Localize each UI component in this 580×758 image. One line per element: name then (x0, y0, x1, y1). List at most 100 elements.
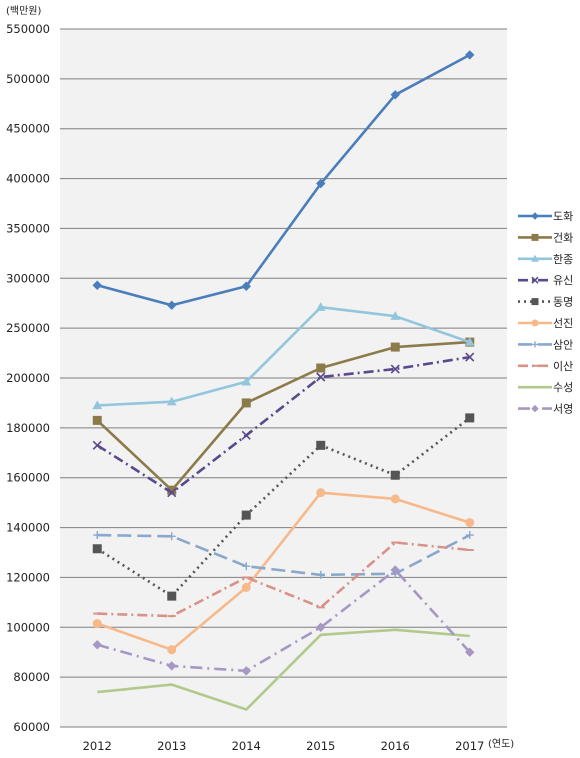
data-point (531, 254, 539, 262)
data-point (316, 372, 326, 382)
x-tick-label: 2017 (455, 739, 484, 753)
y-tick-label: 100000 (6, 620, 50, 634)
series-line (97, 305, 471, 407)
y-tick-label: 300000 (6, 271, 50, 285)
data-point (241, 666, 251, 676)
series-lines (92, 50, 475, 711)
y-axis: 60000 80000 100000 120000 140000 160000 180000… (6, 22, 50, 734)
data-point (390, 90, 400, 100)
data-point (531, 298, 539, 306)
data-point (316, 488, 326, 498)
x-tick-label: 2016 (381, 739, 410, 753)
data-point (242, 562, 251, 571)
data-point (465, 531, 474, 540)
y-tick-label: 160000 (6, 471, 50, 485)
y-tick-label: 450000 (6, 122, 50, 136)
x-tick-label: 2013 (157, 739, 186, 753)
series-line (96, 355, 471, 495)
series-line (96, 568, 471, 673)
x-tick-label: 2014 (232, 739, 261, 753)
y-tick-label: 250000 (6, 321, 50, 335)
x-tick-label: 2012 (83, 739, 112, 753)
data-point (92, 619, 102, 629)
data-point (316, 570, 325, 579)
legend-item: 이산 (518, 360, 573, 373)
series-line (96, 491, 471, 652)
y-unit-label: (백만원) (6, 5, 42, 17)
legend-label: 한종 (553, 253, 573, 266)
data-point (241, 398, 251, 408)
data-point (531, 276, 539, 284)
data-point (241, 281, 251, 291)
legend-label: 선진 (553, 317, 573, 330)
data-point (167, 532, 176, 541)
data-point (390, 342, 400, 352)
y-tick-label: 80000 (13, 670, 50, 684)
legend-item: 선진 (518, 317, 573, 330)
legend-label: 서영 (553, 403, 573, 416)
y-tick-label: 60000 (13, 720, 50, 734)
data-point (531, 319, 539, 327)
legend-item: 유신 (518, 274, 573, 287)
series-line (96, 53, 471, 307)
gridlines (60, 28, 507, 728)
data-point (531, 233, 539, 241)
y-tick-label: 140000 (6, 521, 50, 535)
legend-label: 삼안 (553, 338, 573, 351)
x-axis: 2012 2013 2014 2015 2016 2017 (83, 739, 485, 753)
data-point (241, 510, 251, 520)
data-point (93, 531, 102, 540)
data-point (390, 364, 400, 374)
series-도화 (92, 50, 475, 310)
data-point (92, 280, 102, 290)
data-point (167, 591, 177, 601)
series-동명 (92, 413, 475, 601)
series-유신 (92, 352, 475, 498)
legend-item: 삼안 (518, 338, 573, 351)
data-point (92, 400, 103, 410)
legend-item: 동명 (518, 296, 573, 309)
data-point (92, 415, 102, 425)
data-point (465, 352, 475, 362)
data-point (390, 311, 401, 320)
series-line (96, 340, 470, 492)
data-point (532, 341, 538, 348)
legend-label: 수성 (553, 381, 573, 394)
data-point (167, 661, 177, 671)
data-point (316, 622, 326, 632)
legend-item: 서영 (518, 403, 573, 416)
series-수성 (97, 628, 470, 711)
y-tick-label: 180000 (6, 421, 50, 435)
data-point (465, 50, 475, 60)
series-이산 (93, 541, 474, 618)
data-point (167, 488, 177, 498)
data-point (241, 582, 251, 592)
data-point (465, 518, 475, 528)
legend-label: 도화 (553, 210, 573, 223)
y-tick-label: 500000 (6, 72, 50, 86)
legend-item: 한종 (518, 253, 573, 266)
legend-label: 동명 (553, 296, 573, 309)
legend-label: 이산 (553, 360, 573, 373)
data-point (531, 212, 539, 220)
data-point (464, 337, 475, 346)
legend-label: 건화 (553, 231, 573, 244)
y-tick-label: 550000 (6, 22, 50, 36)
data-point (390, 494, 400, 504)
data-point (390, 470, 400, 480)
y-tick-label: 200000 (6, 371, 50, 385)
legend-label: 유신 (553, 274, 573, 287)
data-point (531, 404, 539, 413)
data-point (390, 565, 400, 575)
data-point (241, 376, 252, 386)
data-point (167, 645, 177, 655)
series-line (97, 541, 470, 618)
series-선진 (92, 488, 475, 655)
y-tick-label: 120000 (6, 570, 50, 584)
series-서영 (92, 565, 475, 676)
data-point (316, 440, 326, 450)
y-tick-label: 400000 (6, 172, 50, 186)
data-point (465, 647, 475, 657)
legend-item: 수성 (518, 381, 573, 394)
